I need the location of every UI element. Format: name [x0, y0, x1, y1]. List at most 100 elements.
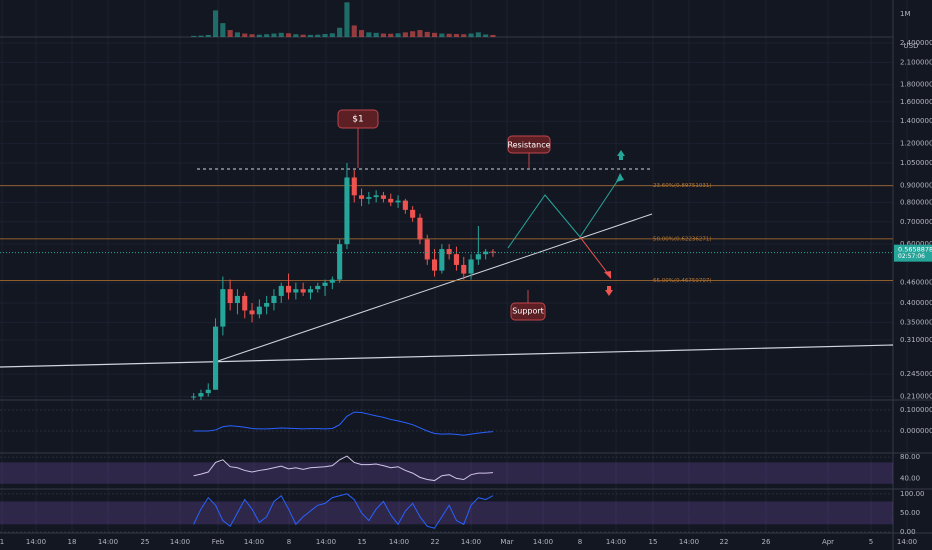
volume-bar [315, 34, 321, 37]
stoch-tick-label: 0.00 [900, 528, 916, 536]
level-label: 65.00%(0.46759707) [653, 278, 712, 284]
y-tick-label: 1.05000000 [900, 159, 932, 167]
candle-body [366, 197, 372, 199]
x-tick-label: 14:00 [244, 538, 264, 546]
candle-body [439, 249, 445, 271]
volume-bar [191, 35, 197, 37]
x-tick-label: 22 [720, 538, 729, 546]
x-tick-label: 15 [649, 538, 658, 546]
volume-bar [431, 32, 438, 37]
volume-bar [388, 33, 394, 37]
x-tick-label: 14:00 [533, 538, 553, 546]
x-tick-label: Apr [822, 538, 834, 546]
candle-body [461, 264, 467, 274]
volume-bar [322, 33, 328, 37]
down-arrow [605, 290, 613, 296]
x-tick-label: 14:00 [389, 538, 409, 546]
candle-body [271, 295, 277, 303]
candle-body [373, 195, 379, 198]
candle-body [468, 259, 474, 274]
resistance-callout: Resistance [507, 135, 551, 168]
candle-body [307, 289, 314, 293]
arrow-head [604, 271, 611, 279]
x-tick-label: 14:00 [679, 538, 699, 546]
bull-projection [507, 176, 621, 249]
candle-body [446, 249, 452, 255]
volume-bar [300, 34, 306, 37]
volume-bar [242, 33, 248, 37]
x-tick-label: 26 [762, 538, 771, 546]
callout-text: $1 [352, 115, 363, 125]
support-callout: Support [510, 290, 546, 321]
y-tick-label: 0.24500000 [900, 370, 932, 378]
x-tick-label: 8 [578, 538, 582, 546]
candle-body [431, 259, 438, 271]
callout-text: Resistance [507, 141, 550, 150]
volume-bar [475, 32, 481, 37]
candle-body [285, 285, 292, 293]
candle-body [475, 254, 481, 260]
volume-bar [307, 34, 314, 37]
x-tick-label: 15 [358, 538, 367, 546]
volume-bar [278, 32, 284, 37]
stoch-band [0, 501, 893, 525]
x-tick-label: 14:00 [98, 538, 118, 546]
y-tick-label: 2.40000000 [900, 39, 932, 47]
peak-callout: $1 [337, 109, 379, 168]
volume-bar [424, 31, 430, 37]
y-tick-label: 1.60000000 [900, 98, 932, 106]
candle-body [264, 302, 270, 307]
volume-bar [256, 34, 262, 37]
y-tick-label: 0.31000000 [900, 336, 932, 344]
stoch-tick-label: 50.00 [900, 509, 920, 517]
last-price-box [894, 244, 932, 262]
rsi-line [193, 455, 493, 482]
y-tick-label: 0.60000000 [900, 240, 932, 248]
volume-bar [358, 30, 365, 37]
x-tick-label: Mar [500, 538, 513, 546]
volume-bar [271, 33, 277, 37]
x-tick-label: Feb [212, 538, 225, 546]
y-tick-label: 0.35000000 [900, 318, 932, 326]
countdown-label: 02:57:06 [898, 253, 925, 260]
currency-label: USD [904, 42, 919, 50]
x-tick-label: 8 [287, 538, 291, 546]
macd-line [193, 411, 493, 436]
x-tick-label: 5 [869, 538, 873, 546]
candle-body [256, 306, 262, 315]
y-tick-label: 2.10000000 [900, 58, 932, 66]
volume-bar [329, 33, 335, 37]
grid [0, 0, 908, 533]
volume-bar [285, 33, 292, 37]
bear-projection [579, 236, 610, 276]
candle-body [402, 200, 408, 210]
candle-body [417, 217, 423, 240]
volume-bar [417, 30, 423, 37]
candle-body [220, 289, 226, 327]
stoch-tick-label: 100.00 [900, 490, 925, 498]
level-label: 23.60%(0.89751031) [653, 183, 712, 189]
volume-bar [373, 32, 379, 37]
candle-body [205, 389, 211, 394]
candle-body [191, 396, 197, 398]
up-arrow [617, 150, 625, 156]
x-tick-label: 14:00 [606, 538, 626, 546]
down-arrow [607, 286, 611, 290]
y-tick-label: 0.40000000 [900, 299, 932, 307]
macd-tick-label: 0.10000000 [900, 406, 932, 414]
callout-box [510, 302, 546, 321]
arrow-head [616, 173, 624, 182]
candle-body [395, 200, 401, 203]
volume-bar [337, 27, 343, 37]
candle-body [388, 198, 394, 203]
volume-tick-label: 1M [900, 10, 911, 18]
volume-bar [198, 35, 204, 37]
candle-body [212, 326, 219, 390]
rsi-band [0, 462, 893, 484]
volume-bar [234, 32, 241, 37]
candle-body [293, 289, 299, 293]
rsi-tick-label: 80.00 [900, 453, 920, 461]
volume-bar [351, 25, 357, 37]
x-tick-label: 14:00 [170, 538, 190, 546]
